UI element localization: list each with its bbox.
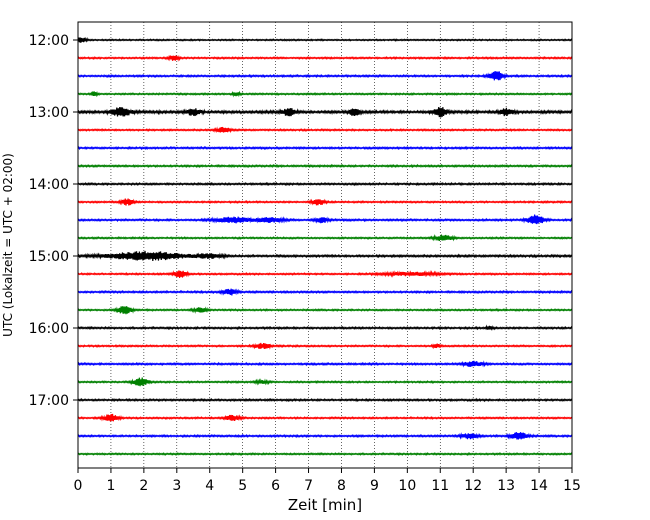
x-tick-label: 7 [304,478,313,494]
trace-1245 [77,90,573,98]
y-tick-label: 12:00 [29,33,69,49]
y-axis-label: UTC (Lokalzeit = UTC + 02:00) [1,153,15,337]
x-tick-label: 11 [431,478,449,494]
x-tick-label: 6 [271,478,280,494]
x-tick-label: 8 [337,478,346,494]
trace-1630 [77,360,573,368]
y-tick-label: 15:00 [29,249,69,265]
trace-1445 [77,234,573,242]
trace-1515 [77,270,573,279]
trace-1200 [77,36,573,43]
trace-1615 [77,342,573,350]
trace-1600 [77,324,573,331]
x-tick-label: 10 [398,478,416,494]
trace-1545 [77,306,573,315]
trace-1730 [77,431,573,440]
y-tick-label: 14:00 [29,177,69,193]
trace-1400 [77,181,573,187]
trace-1700 [77,397,573,403]
y-tick-label: 16:00 [29,321,69,337]
trace-1345 [77,163,573,169]
plot-frame [77,21,573,469]
x-tick-label: 0 [74,478,83,494]
trace-1530 [77,288,573,296]
trace-1215 [77,54,573,62]
trace-1300 [77,107,573,118]
x-tick-label: 14 [530,478,548,494]
x-tick-label: 4 [205,478,214,494]
trace-group [77,36,573,457]
y-tick-label: 13:00 [29,105,69,121]
x-tick-label: 13 [497,478,515,494]
trace-1745 [77,452,573,457]
trace-1230 [77,70,573,81]
trace-1315 [77,126,573,134]
x-tick-label: 12 [464,478,482,494]
x-tick-label: 15 [563,478,581,494]
trace-1330 [77,145,573,151]
trace-1430 [77,214,573,225]
trace-1415 [77,198,573,206]
vertical-grid [110,22,540,468]
y-axis-ticks: 12:00 13:00 14:00 15:00 16:00 17:00 [29,33,78,409]
x-tick-label: 9 [370,478,379,494]
trace-1715 [77,413,573,422]
x-axis-label: Zeit [min] [288,496,362,514]
plot-area [78,22,572,468]
y-tick-label: 17:00 [29,393,69,409]
x-tick-label: 3 [172,478,181,494]
trace-1645 [77,377,573,387]
x-tick-label: 1 [106,478,115,494]
x-axis-ticks: 0 1 2 3 4 5 6 7 8 9 10 11 12 13 14 15 [74,468,581,494]
x-tick-label: 5 [238,478,247,494]
x-tick-label: 2 [139,478,148,494]
trace-1500 [77,250,573,261]
